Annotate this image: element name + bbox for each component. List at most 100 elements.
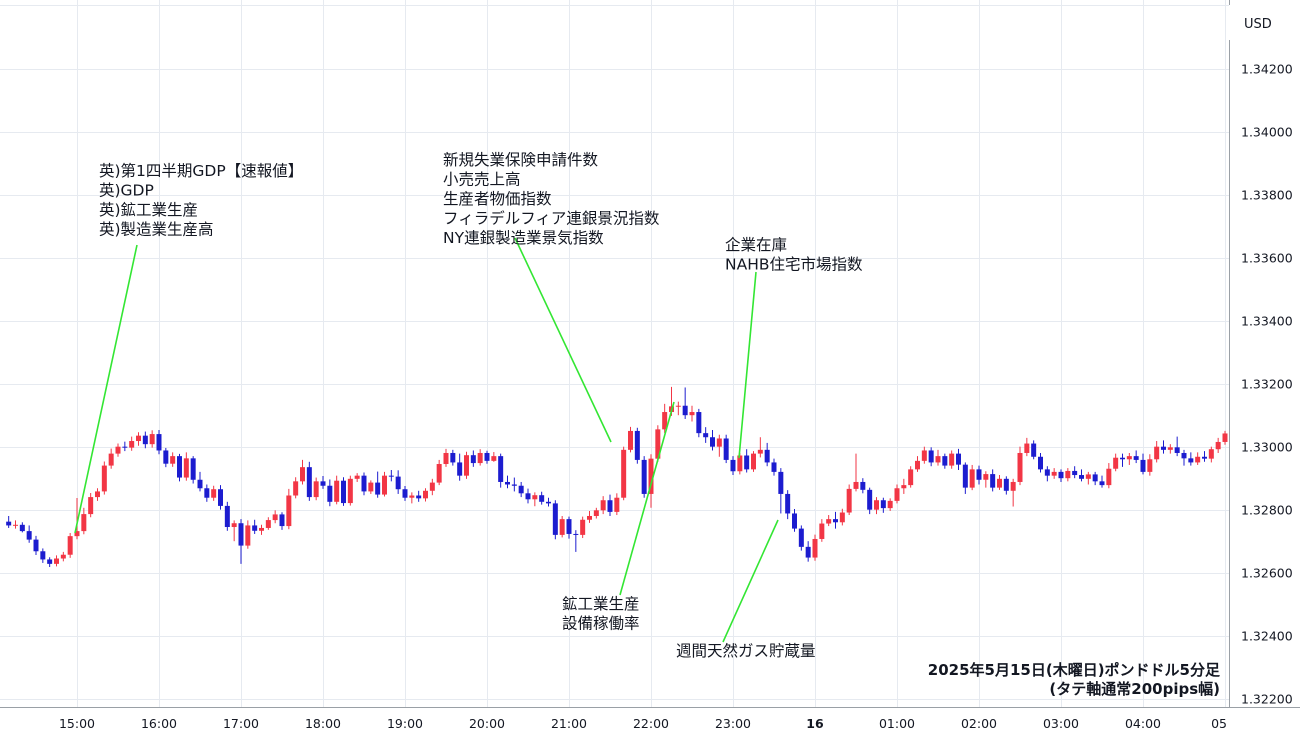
candle-body-down [122, 446, 128, 448]
candle [19, 522, 25, 533]
candle-body-down [395, 476, 401, 490]
annotation-pointer-line [514, 237, 612, 443]
candle-body-up [580, 519, 586, 535]
annotation-text: 鉱工業生産設備稼働率 [562, 595, 640, 633]
candle-body-up [443, 452, 449, 465]
candle-body-up [286, 495, 292, 527]
candle-body-up [491, 456, 497, 461]
candle-body-up [819, 523, 825, 539]
candle-body-up [983, 474, 989, 480]
annotation-text: 企業在庫 NAHB住宅市場指数 [725, 236, 863, 274]
candle-body-up [915, 460, 920, 470]
candle [1195, 452, 1201, 465]
candle-body-up [997, 478, 1002, 488]
candle-body-down [641, 459, 647, 494]
candle-body-up [853, 481, 859, 489]
candle-body-down [1188, 458, 1194, 463]
chart-title: 2025年5月15日(木曜日)ポンドドル5分足 [928, 661, 1221, 679]
annotation-pointer-line [74, 244, 138, 534]
candle [218, 485, 223, 510]
time-tick-label: 04:00 [1125, 716, 1161, 731]
candle [395, 470, 401, 494]
annotation-text: 英)第1四半期GDP【速報値】英)GDP 英)鉱工業生産英)製造業生産高 [99, 162, 303, 239]
candle-body-up [347, 478, 353, 504]
candle [183, 452, 189, 481]
candle [1010, 478, 1016, 507]
candle [101, 461, 107, 495]
annotation-pointer-line [738, 271, 757, 459]
candle [40, 548, 46, 563]
candle-body-down [634, 430, 640, 460]
candle-body-down [771, 462, 777, 472]
time-tick-label: 15:00 [59, 716, 95, 731]
candle-body-up [716, 438, 722, 447]
candle [798, 525, 804, 551]
candle-body-down [177, 456, 182, 478]
candle-body-down [341, 480, 346, 504]
candle [785, 490, 791, 520]
candle [621, 446, 627, 501]
candle [1174, 436, 1180, 457]
candle-body-down [361, 475, 367, 492]
candle [409, 492, 415, 504]
candle [860, 478, 866, 494]
price-tick-label: 1.33000 [1241, 440, 1293, 455]
currency-label[interactable]: USD [1244, 17, 1272, 32]
candle [887, 498, 893, 511]
candle [518, 481, 524, 498]
annotation-line-text: 新規失業保険申請件数 [443, 151, 599, 169]
candle-body-down [798, 528, 804, 547]
candle-body-up [354, 475, 360, 479]
candle [990, 469, 996, 492]
candle-body-up [464, 455, 469, 476]
candle [1113, 453, 1119, 472]
candle [901, 478, 907, 494]
price-tick-label: 1.33200 [1241, 377, 1293, 392]
candle [122, 441, 128, 452]
candle [853, 453, 859, 492]
candle [1003, 476, 1009, 495]
candle-body-up [1147, 459, 1153, 472]
candle [716, 434, 722, 457]
candle-body-down [1174, 447, 1180, 453]
candle [129, 436, 135, 451]
annotation-line-text: 英)製造業生産高 [99, 221, 214, 239]
candle [443, 448, 449, 467]
candle [771, 458, 777, 476]
candle [949, 450, 955, 469]
candle-body-up [874, 500, 879, 510]
candle [915, 456, 920, 472]
candle-body-down [26, 531, 32, 540]
candles [6, 386, 1228, 568]
candle [388, 469, 394, 482]
time-tick-label: 01:00 [879, 716, 915, 731]
candle-body-down [1044, 469, 1050, 476]
candle-body-down [197, 479, 203, 489]
candle [1099, 475, 1105, 488]
candle [1167, 444, 1173, 454]
candle [6, 515, 12, 528]
candle [265, 517, 271, 530]
candle [354, 473, 360, 482]
candle [1085, 471, 1091, 485]
candle [136, 432, 141, 446]
candle-body-up [648, 458, 654, 494]
candle-body-down [327, 485, 333, 502]
candle [607, 494, 613, 516]
currency-box[interactable] [1229, 5, 1300, 40]
candle-body-up [368, 482, 374, 492]
candle [710, 429, 715, 451]
candle-body-up [600, 500, 606, 511]
candle-body-down [1133, 456, 1139, 460]
candle-body-down [1120, 457, 1125, 460]
candle-body-up [1154, 446, 1160, 460]
candle-body-up [136, 435, 141, 442]
candle [839, 508, 845, 526]
candle-body-down [457, 462, 463, 476]
candle-body-down [867, 489, 873, 510]
candle-body-up [826, 519, 832, 524]
candle [1215, 437, 1221, 453]
candle [962, 462, 968, 494]
